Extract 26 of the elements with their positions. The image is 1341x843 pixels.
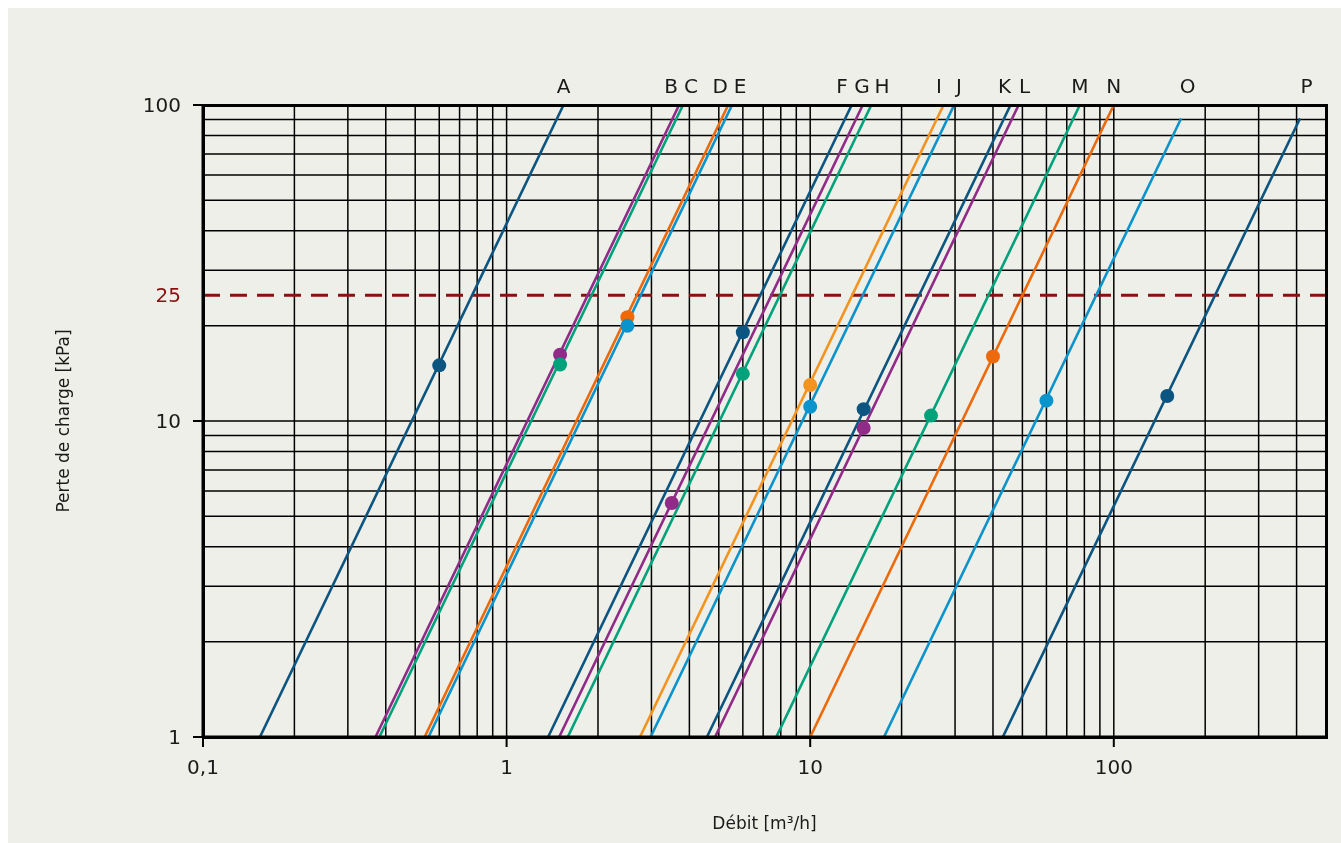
series-label: M [1071, 74, 1089, 98]
y-axis-title: Perte de charge [kPa] [53, 329, 73, 513]
series-label: B [664, 74, 678, 98]
series-label: N [1106, 74, 1122, 98]
x-tick-label: 100 [1094, 755, 1133, 779]
series-label: A [556, 74, 571, 98]
series-label: F [836, 74, 848, 98]
series-label: O [1179, 74, 1196, 98]
x-axis-title: Débit [m³/h] [712, 813, 817, 833]
x-tick-label: 10 [797, 755, 823, 779]
series-label: P [1300, 74, 1313, 98]
y-tick-label: 10 [155, 409, 181, 433]
series-label: K [998, 74, 1012, 98]
series-label: H [874, 74, 890, 98]
series-label: G [854, 74, 870, 98]
y-tick-label: 100 [142, 93, 181, 117]
x-tick-label: 1 [500, 755, 513, 779]
series-label: D [712, 74, 728, 98]
x-tick-label: 0,1 [187, 755, 219, 779]
y-tick-label: 1 [168, 725, 181, 749]
series-label: C [684, 74, 699, 98]
series-label: E [733, 74, 747, 98]
ref-line-label: 25 [155, 283, 181, 308]
series-label: I [935, 74, 942, 98]
series-label: L [1019, 74, 1031, 98]
series-label: J [955, 74, 962, 98]
